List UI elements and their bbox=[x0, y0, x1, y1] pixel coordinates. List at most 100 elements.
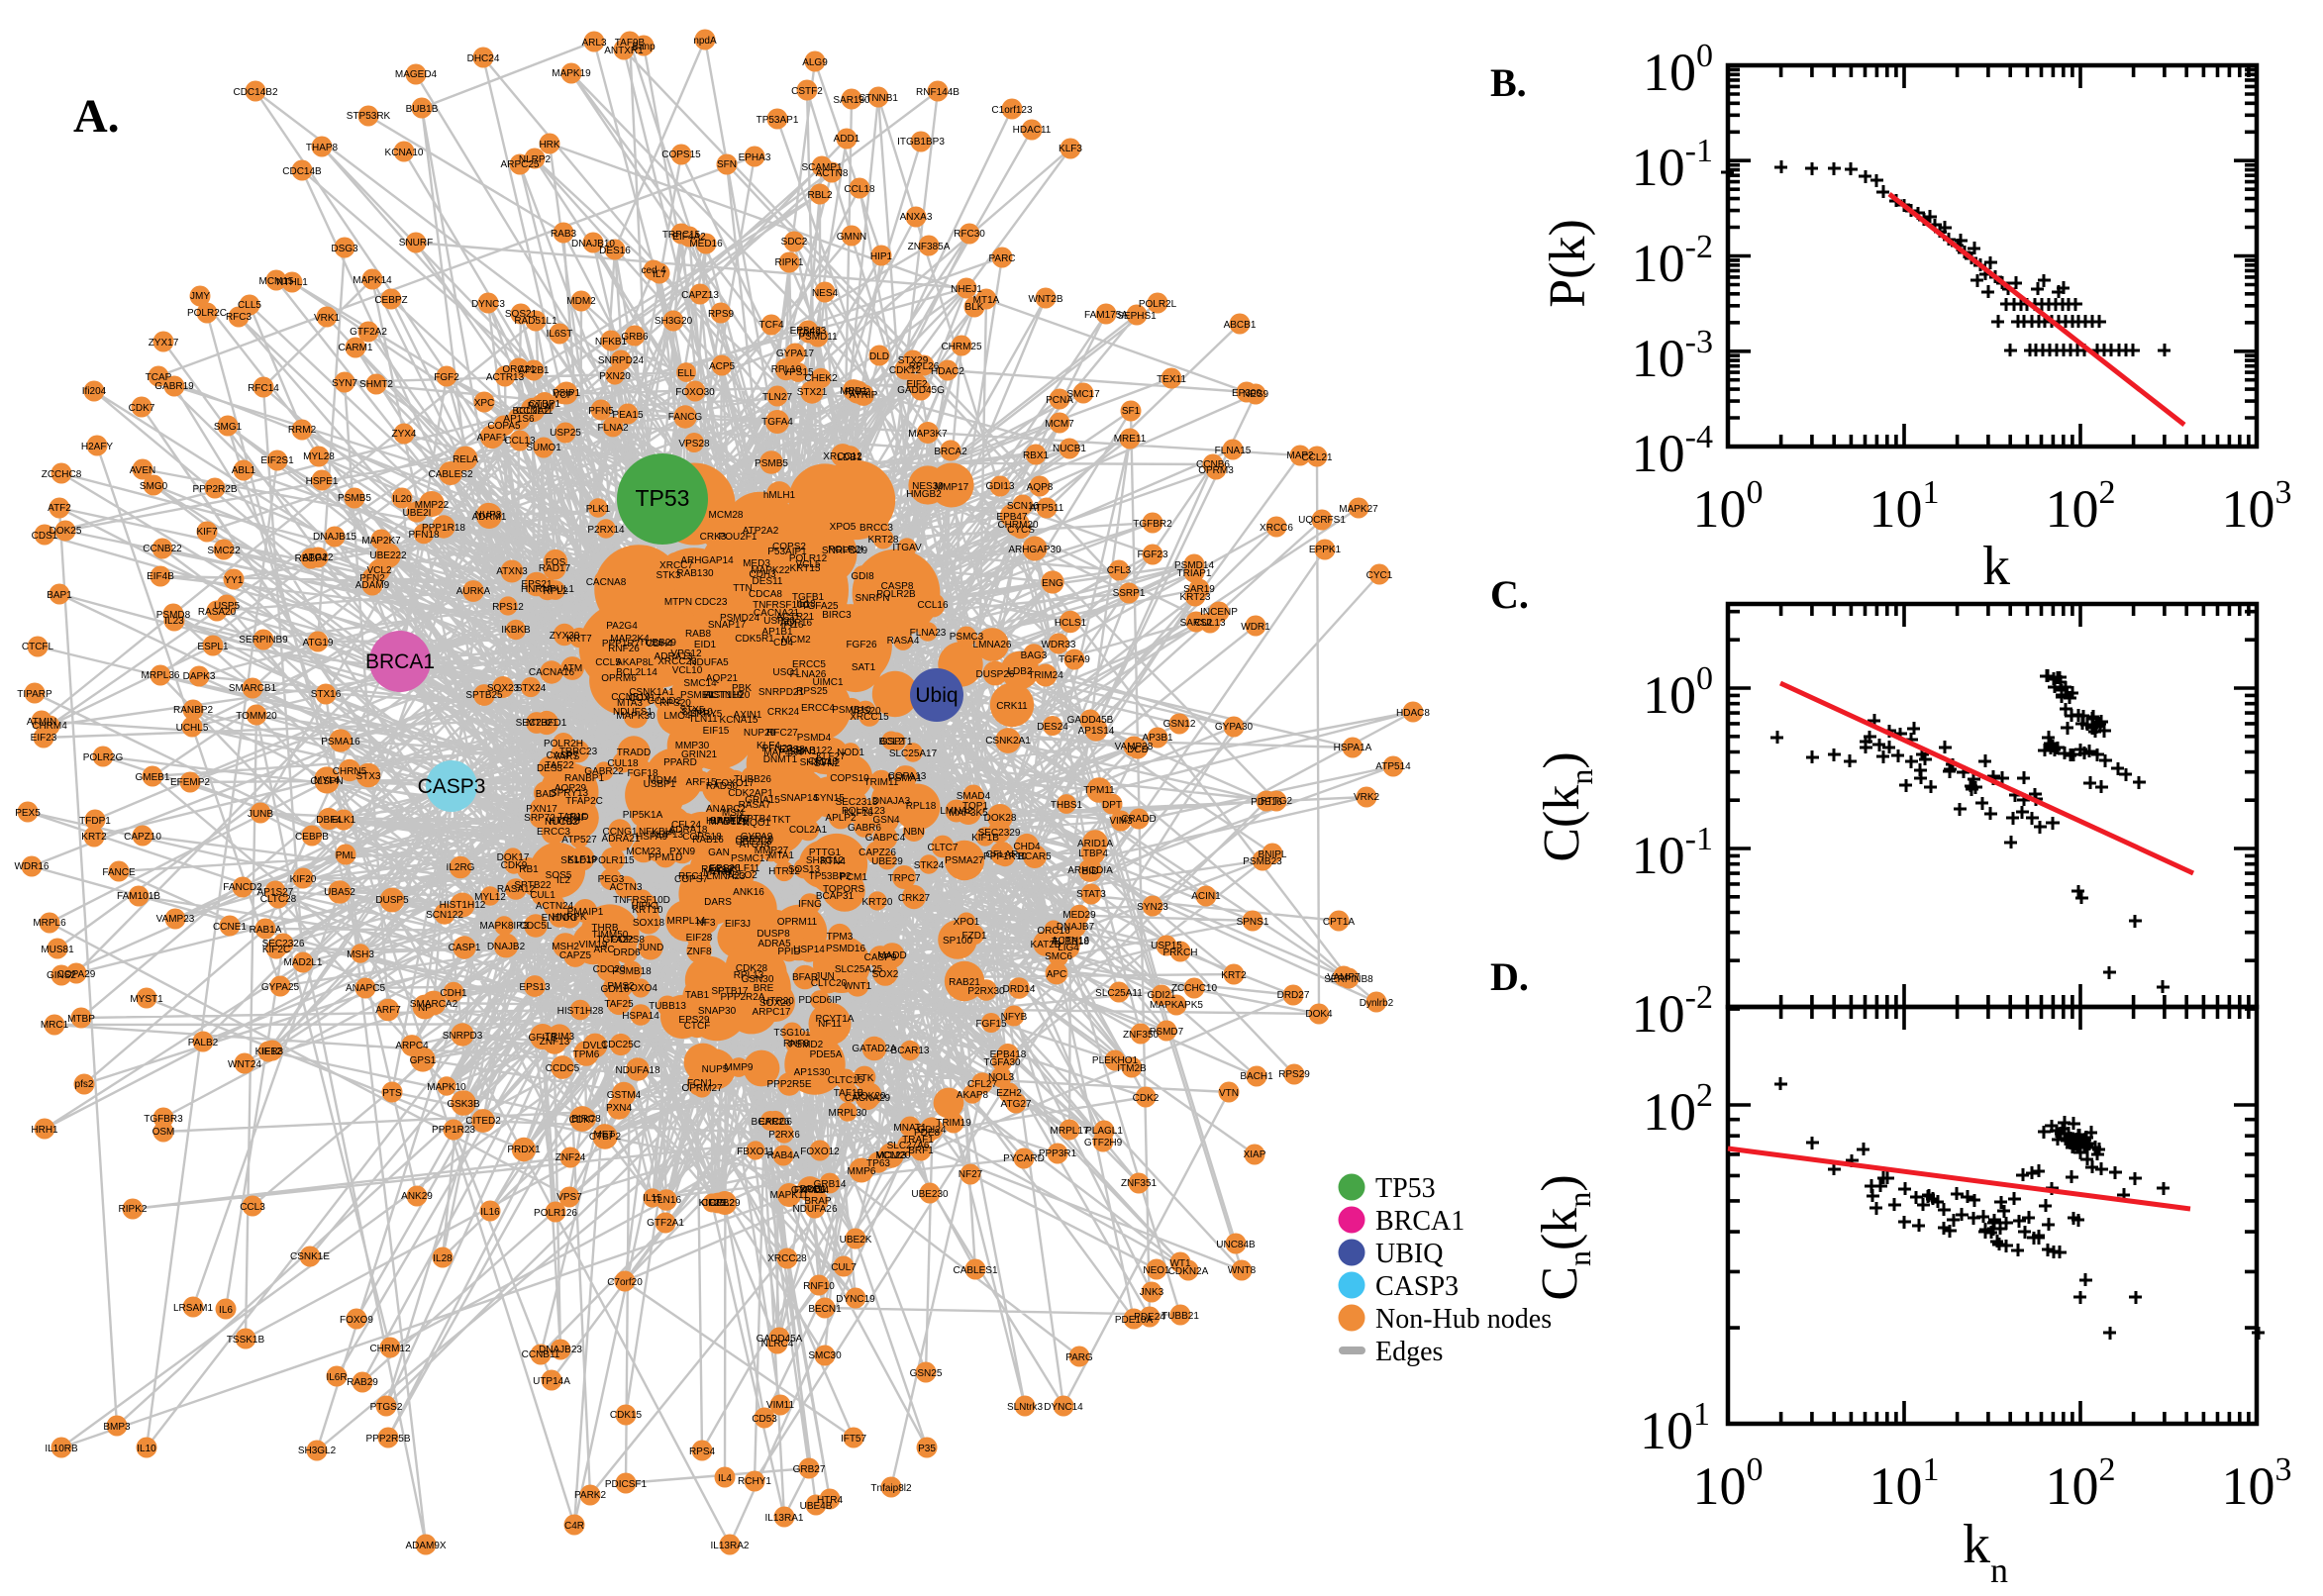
svg-text:SH3GL2: SH3GL2 bbox=[298, 1446, 337, 1456]
svg-text:WNT2B: WNT2B bbox=[1029, 294, 1063, 305]
svg-text:DARS: DARS bbox=[704, 897, 732, 908]
svg-text:TOPORS: TOPORS bbox=[823, 884, 864, 895]
svg-text:CSTF2: CSTF2 bbox=[791, 86, 823, 97]
svg-text:FLNA23: FLNA23 bbox=[910, 628, 947, 639]
svg-text:WNT8: WNT8 bbox=[1228, 1265, 1257, 1276]
svg-text:DPT: DPT bbox=[1102, 800, 1122, 811]
svg-text:MAPK10: MAPK10 bbox=[427, 1082, 466, 1093]
svg-text:CDH1: CDH1 bbox=[440, 988, 467, 999]
svg-text:RPL2: RPL2 bbox=[543, 586, 567, 597]
svg-text:RCHY1: RCHY1 bbox=[738, 1476, 771, 1487]
svg-text:POLR2C: POLR2C bbox=[187, 308, 227, 319]
svg-text:VPS20: VPS20 bbox=[850, 706, 881, 717]
svg-text:AP1B1: AP1B1 bbox=[761, 627, 793, 638]
svg-text:HIPK1: HIPK1 bbox=[632, 901, 660, 912]
svg-text:COPA13: COPA13 bbox=[888, 771, 927, 782]
svg-text:MRPL14: MRPL14 bbox=[667, 916, 706, 927]
svg-text:CHRM20: CHRM20 bbox=[997, 520, 1039, 531]
svg-text:BRE: BRE bbox=[754, 983, 774, 994]
svg-text:SEPHS1: SEPHS1 bbox=[1117, 311, 1157, 322]
svg-text:NHEJ1: NHEJ1 bbox=[951, 284, 982, 295]
svg-text:DNAJB7: DNAJB7 bbox=[1057, 922, 1095, 933]
svg-text:FGF2: FGF2 bbox=[434, 372, 459, 383]
svg-text:CASP9: CASP9 bbox=[864, 952, 897, 963]
svg-text:ARHGAP14: ARHGAP14 bbox=[680, 555, 734, 566]
svg-text:STX3: STX3 bbox=[355, 771, 380, 782]
svg-text:CCNG1: CCNG1 bbox=[602, 827, 637, 838]
svg-text:PSME1: PSME1 bbox=[680, 690, 714, 701]
svg-text:GSN25: GSN25 bbox=[910, 1368, 943, 1379]
svg-text:PSMD14: PSMD14 bbox=[1174, 560, 1214, 571]
svg-text:FOXO12: FOXO12 bbox=[800, 1147, 840, 1157]
svg-text:BRCC3: BRCC3 bbox=[859, 523, 893, 534]
svg-text:CDK7: CDK7 bbox=[569, 1115, 596, 1126]
svg-text:NFKB1: NFKB1 bbox=[595, 337, 628, 348]
svg-text:CYCS: CYCS bbox=[1007, 525, 1035, 536]
svg-text:VPS28: VPS28 bbox=[678, 439, 710, 449]
svg-text:NOL3: NOL3 bbox=[988, 1072, 1015, 1083]
svg-text:MADD: MADD bbox=[877, 950, 906, 961]
svg-text:FGF23: FGF23 bbox=[1137, 549, 1168, 560]
svg-text:IL6ST: IL6ST bbox=[547, 329, 573, 340]
svg-text:FGF18: FGF18 bbox=[627, 768, 658, 779]
svg-text:TGFA9: TGFA9 bbox=[1059, 654, 1090, 665]
svg-text:ARF15: ARF15 bbox=[685, 777, 717, 788]
svg-text:CD4: CD4 bbox=[773, 638, 793, 648]
svg-text:ANAPC2: ANAPC2 bbox=[706, 804, 746, 815]
svg-text:AQP16: AQP16 bbox=[780, 618, 813, 629]
svg-text:STX21: STX21 bbox=[797, 387, 828, 398]
svg-text:IL6R: IL6R bbox=[326, 1372, 347, 1383]
svg-text:PBK: PBK bbox=[732, 683, 752, 694]
svg-text:Cn(kn): Cn(kn) bbox=[1532, 1174, 1597, 1300]
svg-text:ANTXR1: ANTXR1 bbox=[604, 46, 644, 56]
svg-text:RNF2: RNF2 bbox=[845, 387, 871, 398]
svg-text:WDR16: WDR16 bbox=[14, 861, 49, 872]
svg-text:ANXA3: ANXA3 bbox=[900, 212, 933, 223]
svg-text:CSNK2A1: CSNK2A1 bbox=[985, 736, 1031, 747]
svg-text:IFI16: IFI16 bbox=[781, 620, 804, 631]
svg-text:MMP27: MMP27 bbox=[755, 846, 789, 856]
svg-text:GABR6: GABR6 bbox=[848, 823, 881, 834]
svg-text:RAB21: RAB21 bbox=[949, 977, 980, 988]
svg-text:MCM23: MCM23 bbox=[626, 847, 660, 857]
svg-text:NUP5: NUP5 bbox=[702, 1064, 729, 1075]
svg-text:ATP527: ATP527 bbox=[561, 835, 597, 846]
svg-text:TFAP2C: TFAP2C bbox=[565, 796, 603, 807]
svg-text:CCL16: CCL16 bbox=[917, 600, 949, 611]
svg-text:MTA1: MTA1 bbox=[768, 850, 794, 861]
svg-text:MYST1: MYST1 bbox=[130, 994, 163, 1005]
svg-text:COPS18: COPS18 bbox=[682, 832, 722, 843]
svg-text:MED29: MED29 bbox=[1062, 910, 1096, 921]
svg-text:HSPE1: HSPE1 bbox=[306, 476, 339, 487]
svg-text:RAD51L1: RAD51L1 bbox=[514, 316, 557, 327]
svg-text:BAD: BAD bbox=[536, 789, 556, 800]
svg-text:CLTC15: CLTC15 bbox=[828, 1075, 864, 1086]
svg-text:CTCF: CTCF bbox=[684, 1021, 711, 1032]
svg-text:TRIM24: TRIM24 bbox=[1028, 670, 1063, 681]
svg-text:PRKCH: PRKCH bbox=[1162, 948, 1197, 958]
svg-text:BNIPL: BNIPL bbox=[1259, 849, 1287, 860]
svg-text:MTHFD1: MTHFD1 bbox=[527, 718, 567, 729]
svg-text:ARF7: ARF7 bbox=[375, 1005, 401, 1016]
svg-text:ACP5: ACP5 bbox=[709, 361, 736, 372]
svg-text:HIST1H12: HIST1H12 bbox=[440, 900, 486, 911]
svg-text:KLF3: KLF3 bbox=[1059, 144, 1082, 154]
svg-text:AURKA: AURKA bbox=[456, 586, 491, 597]
svg-text:CDC23: CDC23 bbox=[695, 597, 728, 608]
svg-text:TLN27: TLN27 bbox=[762, 392, 792, 403]
svg-text:Ubiq: Ubiq bbox=[915, 684, 958, 707]
svg-text:MRPL36: MRPL36 bbox=[142, 670, 180, 681]
svg-text:PPP2R5B: PPP2R5B bbox=[365, 1434, 410, 1445]
svg-text:CHRN5: CHRN5 bbox=[333, 766, 367, 777]
svg-text:GTF2A1: GTF2A1 bbox=[647, 1218, 684, 1229]
svg-text:CHRM25: CHRM25 bbox=[941, 342, 982, 352]
svg-text:PALM: PALM bbox=[528, 401, 555, 412]
svg-text:COPB2: COPB2 bbox=[701, 1198, 735, 1209]
svg-text:KAT2B: KAT2B bbox=[1031, 940, 1061, 950]
svg-text:SYN7: SYN7 bbox=[332, 378, 358, 389]
svg-text:DES24: DES24 bbox=[1037, 722, 1068, 733]
svg-text:SPRY13: SPRY13 bbox=[551, 788, 589, 799]
svg-text:HRK: HRK bbox=[539, 140, 559, 150]
svg-text:UBE2I: UBE2I bbox=[403, 508, 432, 519]
svg-text:STX16: STX16 bbox=[311, 689, 342, 700]
